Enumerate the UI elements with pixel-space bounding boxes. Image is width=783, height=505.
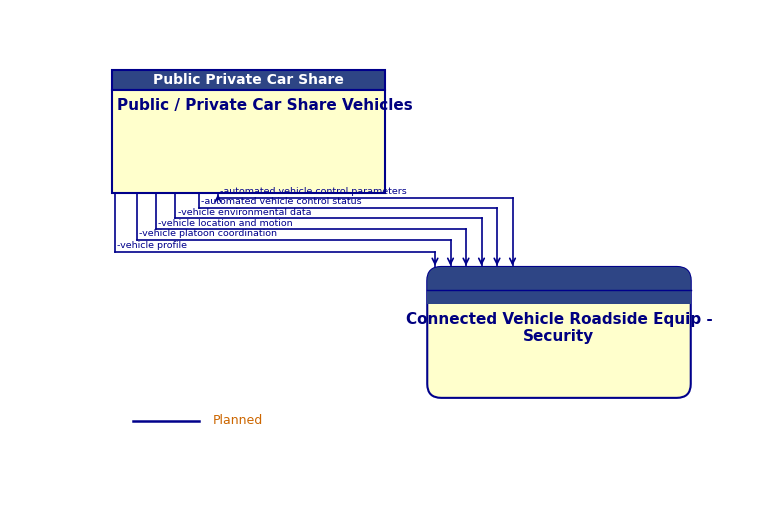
Text: -automated vehicle control status: -automated vehicle control status: [201, 197, 362, 206]
Text: Planned: Planned: [212, 415, 263, 427]
FancyBboxPatch shape: [112, 70, 384, 90]
Text: Public Private Car Share: Public Private Car Share: [153, 73, 344, 87]
FancyBboxPatch shape: [428, 267, 691, 304]
FancyBboxPatch shape: [112, 90, 384, 193]
Text: -vehicle environmental data: -vehicle environmental data: [178, 208, 311, 217]
Text: -automated vehicle control parameters: -automated vehicle control parameters: [220, 187, 407, 196]
Text: Public / Private Car Share Vehicles: Public / Private Car Share Vehicles: [117, 97, 413, 113]
Text: Connected Vehicle Roadside Equip -
Security: Connected Vehicle Roadside Equip - Secur…: [406, 312, 713, 344]
FancyBboxPatch shape: [428, 267, 691, 398]
Text: -vehicle platoon coordination: -vehicle platoon coordination: [139, 229, 277, 238]
Text: -vehicle location and motion: -vehicle location and motion: [158, 219, 293, 228]
Text: -vehicle profile: -vehicle profile: [117, 241, 187, 250]
FancyBboxPatch shape: [428, 290, 691, 304]
